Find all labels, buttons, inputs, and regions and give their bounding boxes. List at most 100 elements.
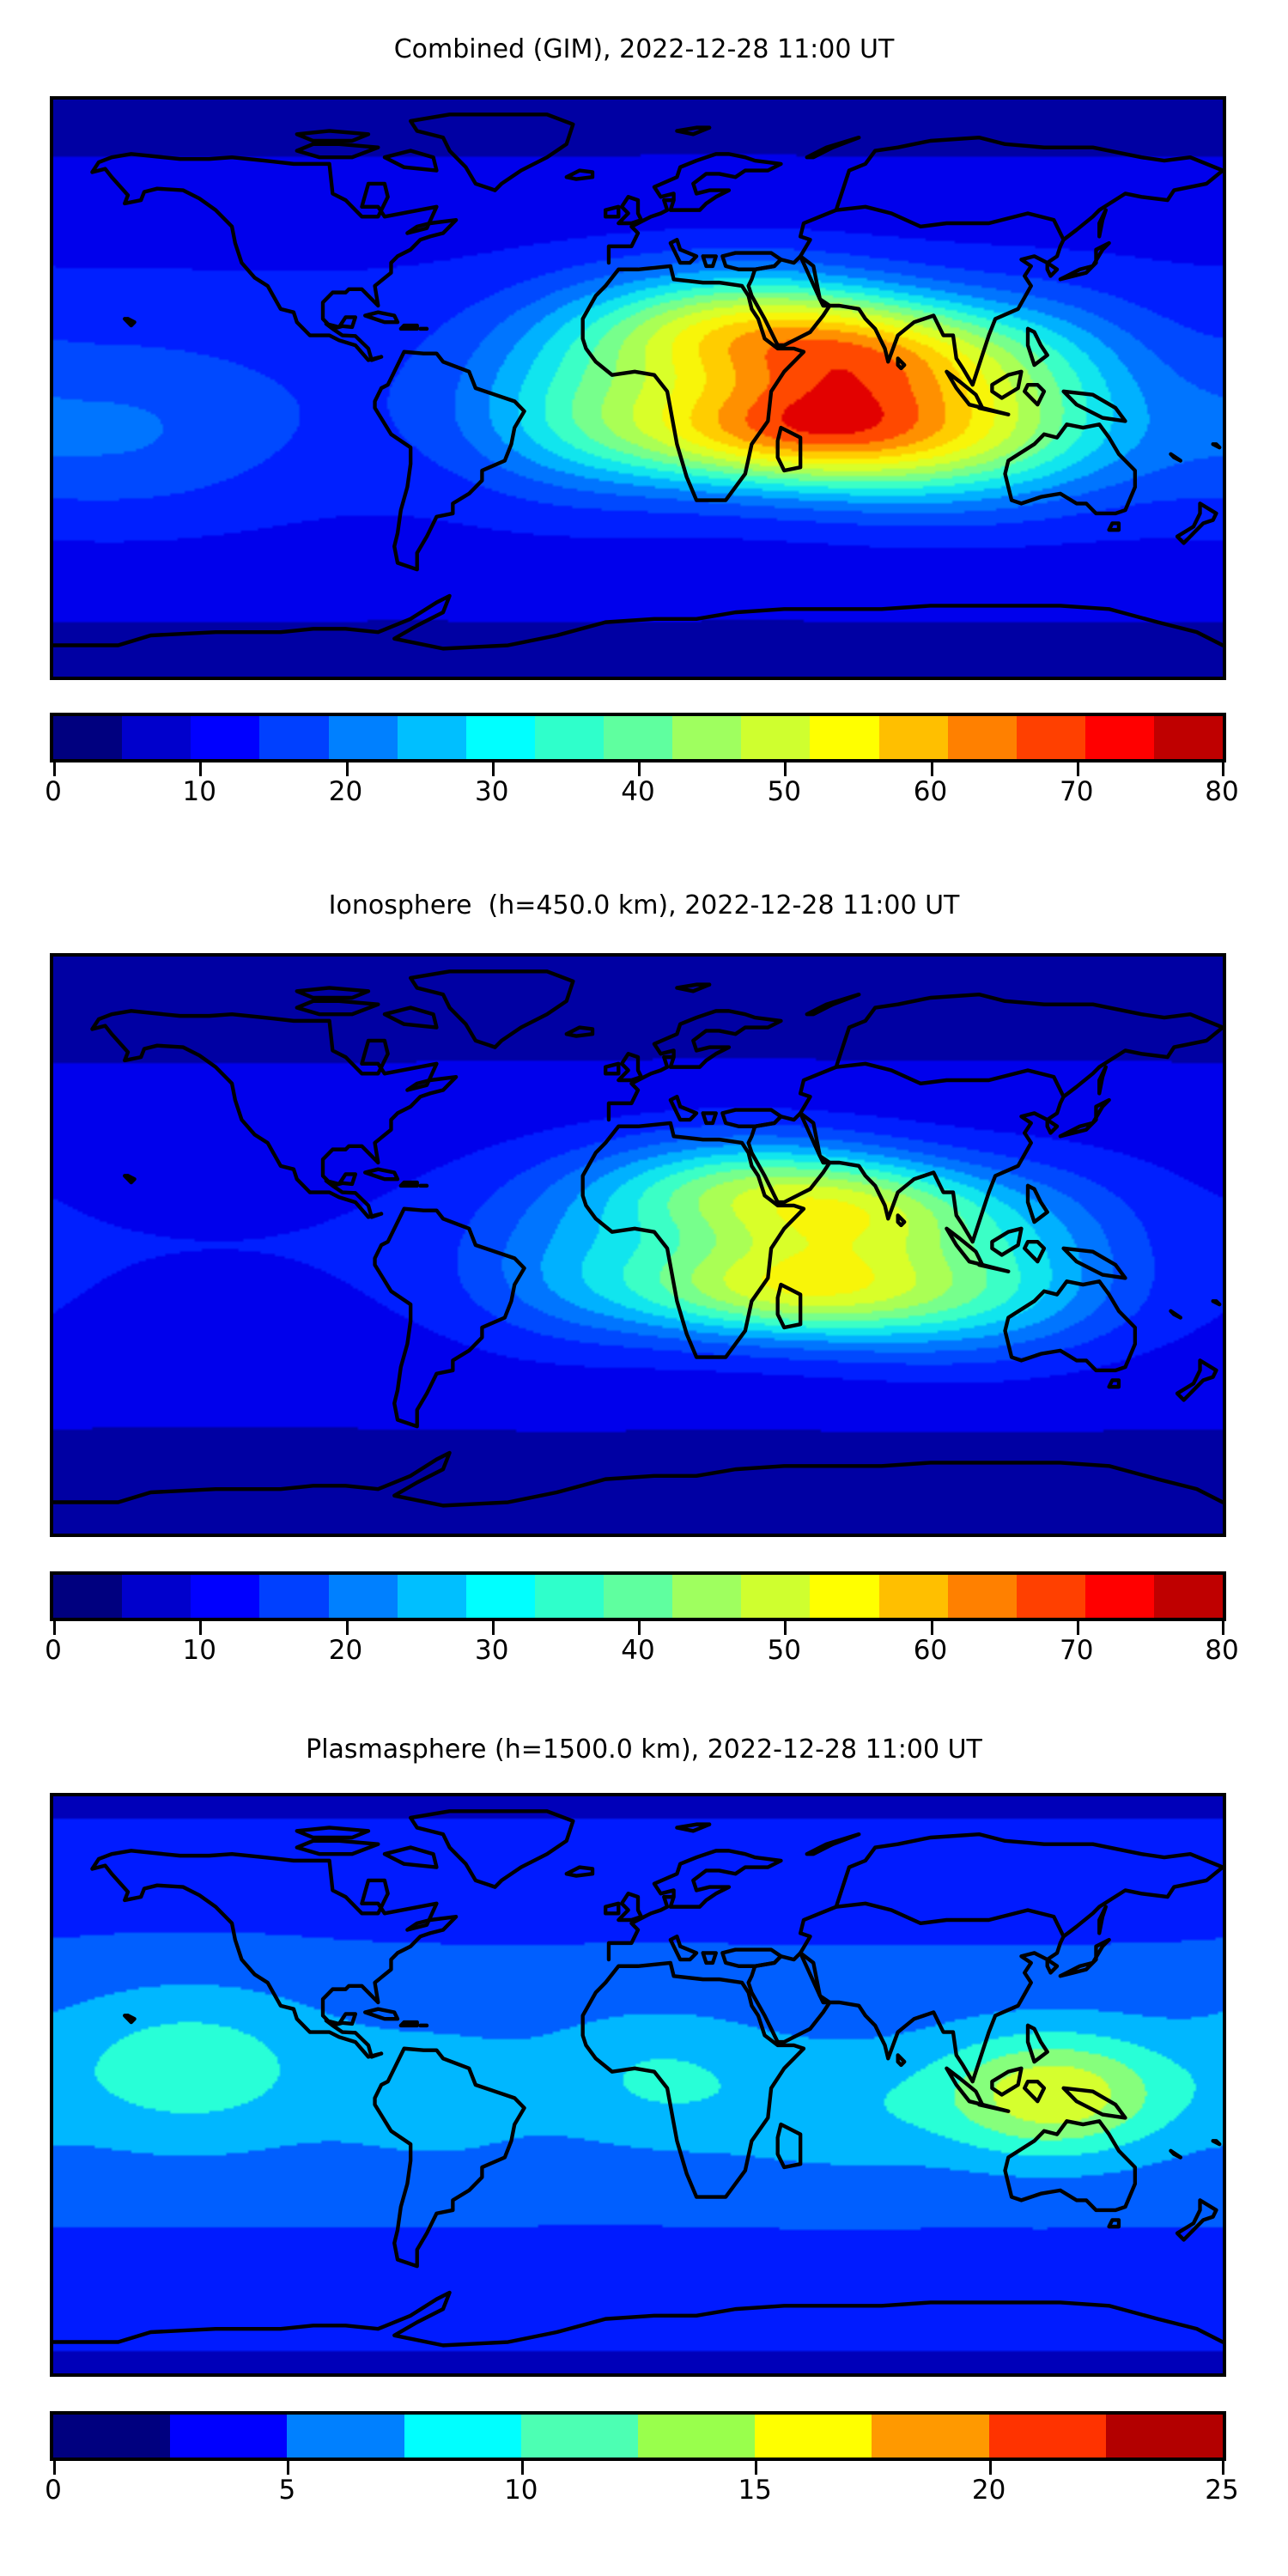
coastline-segment xyxy=(1107,1378,1121,1389)
colorbar-band-10 xyxy=(741,1575,811,1618)
coastline-segment xyxy=(1023,382,1047,407)
colorbar-tick-label: 80 xyxy=(1205,776,1239,807)
colorbar-band-11 xyxy=(810,1575,879,1618)
coastlines-overlay xyxy=(53,957,1223,1534)
panel-title-ionosphere: Ionosphere (h=450.0 km), 2022-12-28 11:0… xyxy=(328,890,960,920)
coastline-segment xyxy=(1175,1358,1218,1402)
coastline-segment xyxy=(1061,389,1127,423)
colorbar-tick xyxy=(755,2461,758,2475)
coastline-segment xyxy=(1045,260,1060,278)
coastline-segment xyxy=(363,1167,400,1182)
coastline-segment xyxy=(896,356,907,371)
coastline-segment xyxy=(1003,1279,1138,1373)
colorbar-band-9 xyxy=(672,716,742,759)
coastline-segment xyxy=(1097,1905,1108,1935)
coastline-segment xyxy=(617,1052,643,1083)
coastline-segment xyxy=(580,264,806,502)
colorbar-tick xyxy=(199,762,203,776)
colorbar-tick-label: 70 xyxy=(1060,1635,1094,1666)
colorbar-tick-label: 0 xyxy=(45,776,62,807)
colorbar-tick xyxy=(930,1621,933,1635)
coastline-segment xyxy=(1023,1239,1047,1264)
coastline-segment xyxy=(564,1025,595,1038)
colorbar-tick-label: 25 xyxy=(1205,2475,1239,2506)
colorbar-band-12 xyxy=(878,716,948,759)
coastline-segment xyxy=(295,986,371,1000)
coastline-segment xyxy=(408,112,575,192)
colorbar-band-11 xyxy=(810,716,879,759)
colorbar-ticks-plasmasphere xyxy=(50,2461,1226,2475)
colorbar-band-8 xyxy=(988,2415,1106,2458)
coastline-segment xyxy=(990,2066,1024,2097)
coastline-segment xyxy=(990,369,1024,400)
coastline-segment xyxy=(123,1174,137,1185)
colorbar-tick xyxy=(1222,1621,1224,1635)
coastline-segment xyxy=(603,204,621,219)
colorbar-labels-combined: 0 10 20 30 40 50 60 70 80 xyxy=(45,776,1239,814)
colorbar-band-13 xyxy=(947,716,1017,759)
coastline-segment xyxy=(382,1845,439,1869)
coastline-segment xyxy=(373,2046,526,2269)
coastline-segment xyxy=(617,195,643,226)
colorbar-tick xyxy=(53,762,56,776)
colorbar-band-5 xyxy=(638,2415,756,2458)
colorbar-band-9 xyxy=(1105,2415,1224,2458)
colorbar-tick-label: 80 xyxy=(1205,1635,1239,1666)
coastline-segment xyxy=(580,1121,806,1359)
coastline-segment xyxy=(675,1822,712,1833)
colorbar-tick-label: 0 xyxy=(45,1635,62,1666)
coastline-segment xyxy=(668,1934,699,1962)
coastline-segment xyxy=(834,1832,1223,1939)
colorbar-band-4 xyxy=(328,1575,398,1618)
colorbar-tick-label: 60 xyxy=(913,1635,948,1666)
colorbar-tick-label: 40 xyxy=(621,1635,655,1666)
colorbar-tick xyxy=(1076,1621,1079,1635)
coastline-segment xyxy=(373,349,526,572)
coastline-segment xyxy=(398,1180,419,1188)
coastline-segment xyxy=(295,129,371,143)
coastline-segment xyxy=(398,323,419,331)
coastline-segment xyxy=(775,1282,803,1330)
coastline-segment xyxy=(603,1901,621,1916)
colorbar-band-6 xyxy=(755,2415,872,2458)
coastline-segment xyxy=(701,1111,718,1126)
colorbar-tick xyxy=(1222,762,1224,776)
colorbar-tick-label: 30 xyxy=(475,1635,509,1666)
coastline-segment xyxy=(1175,501,1218,545)
coastline-segment xyxy=(805,1832,861,1856)
coastline-segment xyxy=(1023,2079,1047,2104)
coastline-segment xyxy=(668,237,699,265)
coastline-segment xyxy=(363,310,400,325)
coastline-segment xyxy=(1107,2218,1121,2229)
colorbar-tick xyxy=(199,1621,203,1635)
colorbar-tick xyxy=(345,1621,349,1635)
coastline-segment xyxy=(834,135,1223,242)
colorbar-tick xyxy=(930,762,933,776)
coastline-segment xyxy=(53,1450,1223,1508)
colorbar-band-15 xyxy=(1084,1575,1154,1618)
colorbar-labels-plasmasphere: 0 5 10 15 20 25 xyxy=(45,2475,1239,2512)
colorbar-gradient-ionosphere xyxy=(50,1571,1226,1621)
colorbar-band-14 xyxy=(1016,716,1085,759)
coastline-segment xyxy=(1061,1246,1127,1280)
colorbar-tick xyxy=(520,2461,524,2475)
colorbar-tick xyxy=(53,1621,56,1635)
coastline-segment xyxy=(896,1213,907,1228)
colorbar-band-14 xyxy=(1016,1575,1085,1618)
coastline-segment xyxy=(977,1262,1011,1273)
coastline-segment xyxy=(295,1826,371,1840)
colorbar-tick-label: 10 xyxy=(182,776,216,807)
coastline-segment xyxy=(977,405,1011,416)
colorbar-band-6 xyxy=(465,716,535,759)
colorbar-tick xyxy=(1076,762,1079,776)
coastline-segment xyxy=(1025,326,1049,368)
colorbar-tick xyxy=(491,1621,495,1635)
coastline-segment xyxy=(668,1094,699,1122)
coastline-segment xyxy=(1211,442,1222,450)
colorbar-band-16 xyxy=(1154,1575,1224,1618)
panel-title-combined: Combined (GIM), 2022-12-28 11:00 UT xyxy=(393,34,895,64)
coastline-segment xyxy=(382,1005,439,1030)
coastline-segment xyxy=(990,1226,1024,1257)
coastline-segment xyxy=(408,1809,575,1889)
coastline-segment xyxy=(1169,2148,1182,2160)
